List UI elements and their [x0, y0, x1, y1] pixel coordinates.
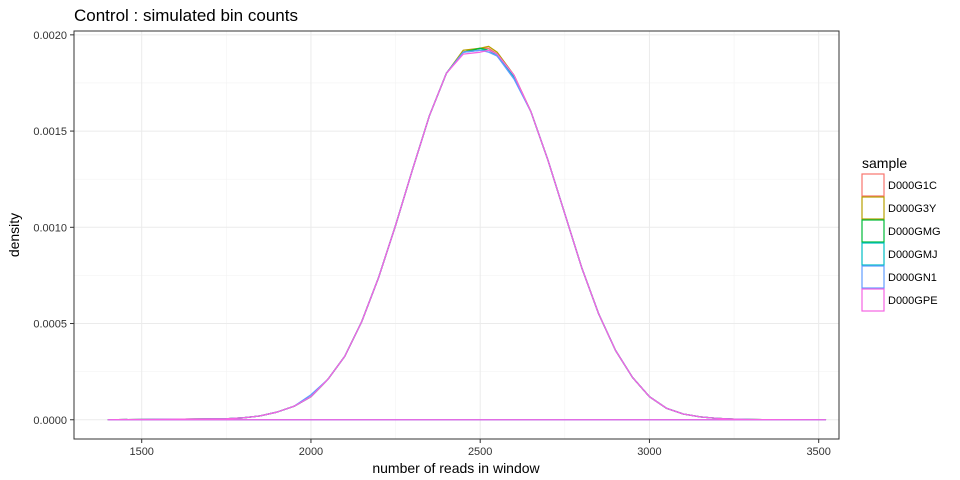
- series-line-d000gmg: [107, 47, 827, 421]
- legend-label-d000gmg: D000GMG: [888, 226, 941, 238]
- y-tick-label: 0.0005: [33, 319, 67, 331]
- x-axis-title: number of reads in window: [372, 460, 540, 476]
- legend-label-d000gn1: D000GN1: [888, 272, 937, 284]
- series-layer: [107, 45, 827, 421]
- y-tick-label: 0.0010: [33, 222, 67, 234]
- legend: sample D000G1C D000G3Y D000GMG D000GMJ D000G…: [861, 155, 941, 312]
- legend-key-d000gmg: [861, 219, 885, 243]
- y-axis: 0.0000 0.0005 0.0010 0.0015 0.0020: [33, 30, 74, 427]
- x-tick-label: 3000: [637, 446, 661, 458]
- x-axis: 1500 2000 2500 3000 3500: [129, 439, 831, 458]
- legend-label-d000g3y: D000G3Y: [888, 203, 937, 215]
- x-tick-label: 1500: [129, 446, 153, 458]
- chart-title: Control : simulated bin counts: [74, 6, 298, 25]
- legend-key-d000g3y: [861, 196, 885, 220]
- legend-label-d000gpe: D000GPE: [888, 295, 938, 307]
- y-tick-label: 0.0015: [33, 126, 67, 138]
- series-line-d000g1c: [107, 47, 827, 421]
- plot-panel-border: [73, 30, 840, 440]
- legend-key-d000gmj: [861, 242, 885, 266]
- legend-key-d000g1c: [861, 173, 885, 197]
- y-axis-title: density: [6, 213, 22, 257]
- x-tick-label: 3500: [806, 446, 830, 458]
- y-tick-label: 0.0020: [33, 30, 67, 42]
- x-tick-label: 2000: [299, 446, 323, 458]
- legend-label-d000gmj: D000GMJ: [888, 249, 938, 261]
- series-line-d000gn1: [107, 49, 827, 421]
- minor-gridlines: [74, 31, 839, 439]
- legend-title: sample: [862, 155, 907, 171]
- legend-key-d000gn1: [861, 265, 885, 289]
- series-line-d000g3y: [107, 45, 827, 421]
- x-tick-label: 2500: [468, 446, 492, 458]
- legend-label-d000g1c: D000G1C: [888, 180, 937, 192]
- legend-key-d000gpe: [861, 288, 885, 312]
- series-line-d000gpe: [107, 49, 827, 421]
- y-tick-label: 0.0000: [33, 415, 67, 427]
- series-line-d000gmj: [107, 49, 827, 421]
- major-gridlines: [74, 31, 839, 439]
